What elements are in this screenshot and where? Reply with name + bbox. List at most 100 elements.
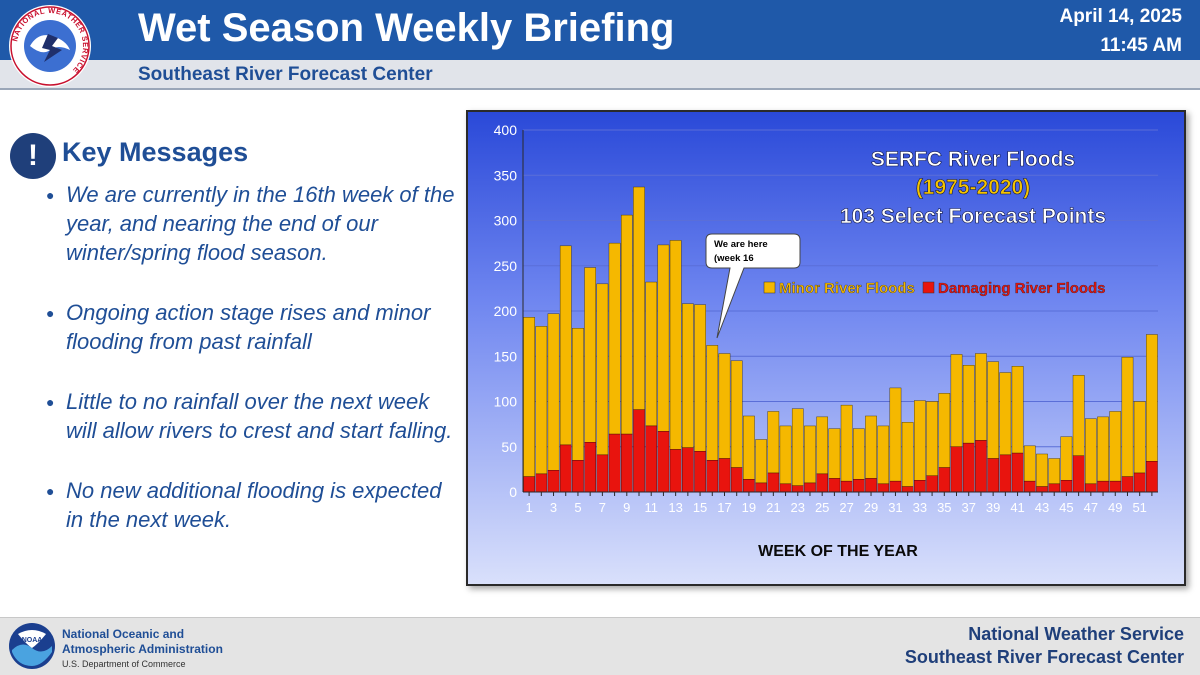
bar-damaging-week-33 — [914, 480, 926, 493]
x-tick-label: 25 — [815, 500, 829, 515]
x-tick-label: 5 — [574, 500, 581, 515]
footer-bar — [0, 617, 1200, 675]
bar-minor-week-33 — [914, 400, 926, 481]
bar-minor-week-46 — [1072, 375, 1085, 457]
x-tick-label: 39 — [986, 500, 1000, 515]
bar-minor-week-15 — [694, 304, 706, 452]
bar-damaging-week-23 — [791, 485, 804, 493]
key-messages-list: We are currently in the 16th week of the… — [40, 180, 460, 565]
y-tick-label: 400 — [494, 122, 518, 138]
bar-damaging-week-16 — [706, 460, 719, 493]
bar-minor-week-13 — [669, 240, 682, 450]
y-tick-label: 200 — [494, 303, 518, 319]
x-tick-label: 13 — [668, 500, 682, 515]
noaa-name-line1: National Oceanic and — [62, 627, 185, 641]
bar-minor-week-10 — [633, 186, 645, 410]
bar-minor-week-48 — [1097, 416, 1109, 482]
bar-minor-week-9 — [620, 214, 633, 435]
noaa-department: U.S. Department of Commerce — [62, 659, 186, 669]
bar-damaging-week-42 — [1023, 480, 1036, 493]
y-tick-label: 250 — [494, 258, 518, 274]
bar-minor-week-39 — [987, 361, 999, 459]
bar-minor-week-49 — [1109, 411, 1122, 482]
bar-damaging-week-51 — [1133, 472, 1146, 493]
bar-minor-week-4 — [559, 245, 572, 446]
bar-damaging-week-40 — [999, 454, 1012, 493]
bar-damaging-week-12 — [657, 431, 670, 493]
bar-damaging-week-34 — [926, 475, 938, 493]
bar-minor-week-37 — [962, 365, 975, 444]
bar-minor-week-51 — [1133, 401, 1146, 474]
bar-minor-week-36 — [950, 354, 963, 447]
bar-damaging-week-8 — [608, 433, 621, 493]
bar-damaging-week-36 — [950, 446, 963, 493]
bar-damaging-week-3 — [547, 470, 560, 493]
noaa-logo-icon: NOAA — [9, 623, 55, 669]
bar-minor-week-2 — [535, 326, 548, 475]
bar-minor-week-45 — [1060, 436, 1073, 481]
y-tick-label: 350 — [494, 167, 518, 183]
bar-minor-week-27 — [840, 404, 853, 482]
bar-damaging-week-14 — [682, 447, 694, 493]
bar-minor-week-22 — [779, 425, 792, 485]
bar-damaging-week-2 — [535, 473, 548, 493]
bar-minor-week-40 — [999, 372, 1012, 456]
bar-damaging-week-50 — [1121, 476, 1134, 493]
bar-damaging-week-26 — [828, 478, 841, 493]
x-tick-label: 49 — [1108, 500, 1122, 515]
x-tick-label: 15 — [693, 500, 707, 515]
bar-damaging-week-41 — [1011, 452, 1024, 493]
bar-minor-week-30 — [877, 425, 890, 485]
bar-damaging-week-10 — [633, 409, 645, 493]
bar-damaging-week-5 — [572, 460, 584, 493]
bar-damaging-week-19 — [743, 479, 755, 493]
x-tick-label: 35 — [937, 500, 951, 515]
noaa-name-line2: Atmospheric Administration — [62, 642, 223, 656]
y-tick-label: 300 — [494, 213, 518, 229]
bar-minor-week-44 — [1048, 458, 1061, 485]
bar-minor-week-14 — [682, 303, 694, 448]
bar-damaging-week-22 — [779, 483, 792, 493]
bar-minor-week-3 — [547, 313, 560, 471]
bar-damaging-week-27 — [840, 480, 853, 493]
bar-minor-week-47 — [1085, 418, 1097, 485]
x-tick-label: 19 — [742, 500, 756, 515]
key-message-item: No new additional flooding is expected i… — [40, 476, 460, 534]
bar-damaging-week-35 — [938, 467, 951, 493]
alert-icon: ! — [10, 133, 56, 179]
header-subbar — [0, 60, 1200, 90]
x-tick-label: 29 — [864, 500, 878, 515]
bar-minor-week-41 — [1011, 366, 1024, 454]
bar-damaging-week-28 — [853, 479, 865, 493]
x-tick-label: 23 — [791, 500, 805, 515]
flood-chart: 0 50 100 150 200 250 300 350 400 1 3 5 7 9 11 13 15 17 19 2… — [466, 110, 1186, 586]
bar-minor-week-26 — [828, 428, 841, 479]
bar-damaging-week-13 — [669, 449, 682, 493]
bar-damaging-week-6 — [584, 442, 596, 493]
bar-minor-week-7 — [596, 283, 609, 456]
key-message-item: Little to no rainfall over the next week… — [40, 387, 460, 445]
noaa-logo-text: NOAA — [22, 637, 43, 644]
legend-swatch-damaging — [922, 281, 935, 294]
bar-minor-week-23 — [791, 408, 804, 486]
key-message-item: We are currently in the 16th week of the… — [40, 180, 460, 267]
x-tick-label: 31 — [888, 500, 902, 515]
chart-subtitle-points: 103 Select Forecast Points — [840, 205, 1106, 228]
bar-damaging-week-37 — [962, 442, 975, 493]
bar-damaging-week-43 — [1036, 486, 1048, 493]
x-tick-label: 45 — [1059, 500, 1073, 515]
header-bar — [0, 0, 1200, 60]
nws-logo-icon: NATIONAL WEATHER SERVICE — [9, 5, 91, 87]
bar-minor-week-28 — [853, 428, 865, 480]
chart-title: SERFC River Floods — [871, 148, 1075, 171]
bar-damaging-week-24 — [804, 482, 816, 493]
x-tick-label: 3 — [550, 500, 557, 515]
bar-damaging-week-11 — [645, 425, 658, 493]
y-tick-label: 100 — [494, 394, 518, 410]
bar-damaging-week-30 — [877, 483, 890, 493]
x-tick-label: 21 — [766, 500, 780, 515]
bar-damaging-week-1 — [523, 476, 535, 493]
page-subtitle: Southeast River Forecast Center — [138, 64, 433, 85]
